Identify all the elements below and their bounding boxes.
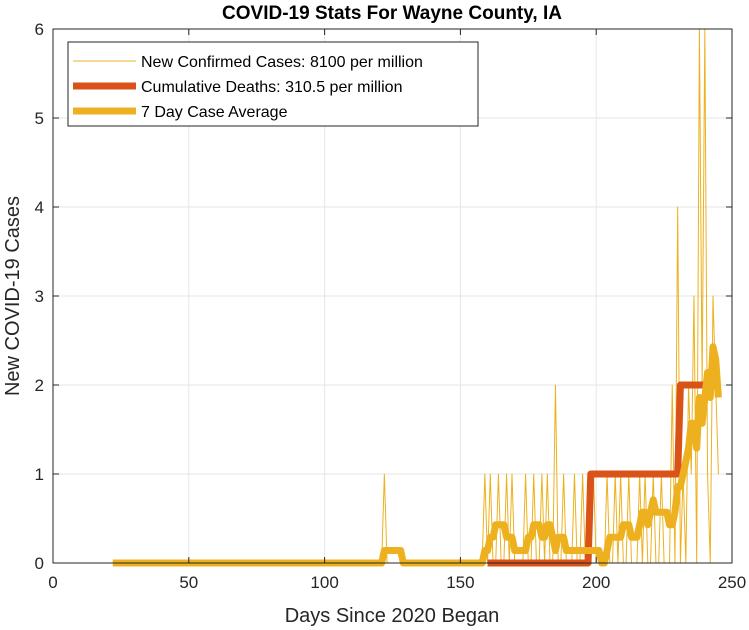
y-tick-label: 2: [35, 376, 44, 395]
legend-label: 7 Day Case Average: [141, 104, 288, 121]
axis-ticks: 0 50 100 150 200 250 0 1 2 3 4 5 6: [35, 20, 747, 592]
chart-title: COVID-19 Stats For Wayne County, IA: [222, 3, 562, 24]
legend-label: Cumulative Deaths: 310.5 per million: [141, 79, 402, 96]
x-axis-label: Days Since 2020 Began: [285, 605, 500, 627]
y-tick-label: 0: [35, 554, 44, 573]
x-tick-label: 0: [48, 573, 57, 592]
y-tick-label: 3: [35, 287, 44, 306]
x-tick-label: 100: [310, 573, 338, 592]
y-tick-label: 5: [35, 109, 44, 128]
legend: New Confirmed Cases: 8100 per million Cum…: [67, 41, 479, 127]
legend-box: [67, 41, 479, 127]
y-tick-label: 1: [35, 465, 44, 484]
x-tick-label: 200: [582, 573, 610, 592]
y-tick-label: 6: [35, 20, 44, 39]
x-tick-label: 150: [446, 573, 474, 592]
x-tick-label: 250: [718, 573, 746, 592]
legend-label: New Confirmed Cases: 8100 per million: [141, 54, 423, 71]
seven-day-average-line: [112, 343, 722, 567]
y-axis-label: New COVID-19 Cases: [2, 196, 24, 396]
x-tick-label: 50: [179, 573, 198, 592]
y-tick-label: 4: [35, 198, 44, 217]
